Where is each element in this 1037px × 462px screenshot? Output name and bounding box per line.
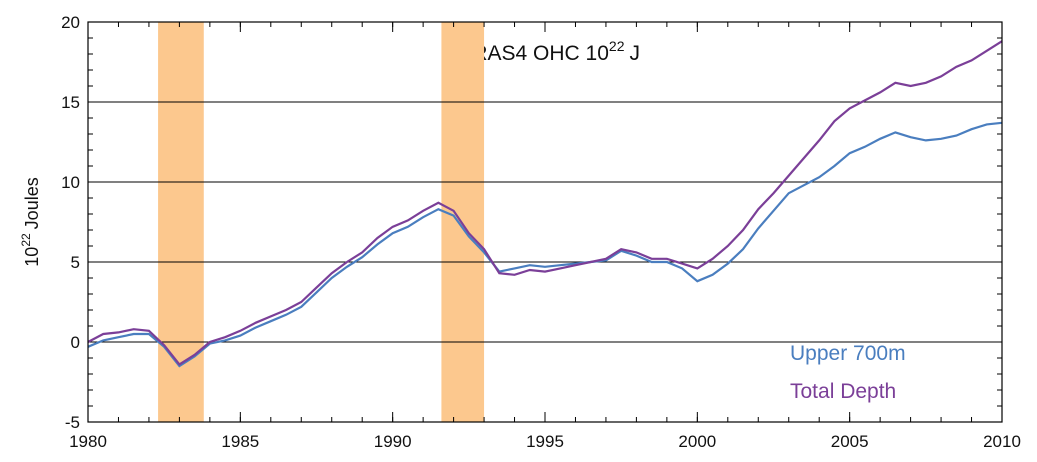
y-tick-label: 15	[61, 93, 80, 112]
y-label-text: 10	[22, 247, 42, 267]
y-tick-label: 5	[71, 253, 80, 272]
x-tick-label: 2000	[678, 432, 716, 451]
title-sup: 22	[609, 38, 625, 54]
title-unit: J	[629, 42, 640, 65]
series-line	[87, 121, 1003, 368]
x-tick-label: 1990	[374, 432, 412, 451]
y-axis-label: 1022 Joules	[19, 177, 42, 266]
x-tick-label: 1980	[69, 432, 107, 451]
plot-frame	[87, 21, 1003, 423]
x-tick-label: 2010	[983, 432, 1021, 451]
legend-entry: Total Depth	[790, 380, 896, 403]
x-tick-label: 2005	[831, 432, 869, 451]
y-label-unit: Joules	[22, 177, 42, 229]
y-tick-label: -5	[65, 413, 80, 432]
y-tick-label: 20	[61, 13, 80, 32]
series-line	[87, 40, 1003, 366]
x-tick-label: 1995	[526, 432, 564, 451]
shaded-span	[158, 22, 204, 422]
shaded-span	[441, 22, 485, 422]
chart-title: ORAS4 OHC 1022 J	[456, 38, 640, 65]
x-tick-label: 1985	[221, 432, 259, 451]
y-tick-label: 10	[61, 173, 80, 192]
y-label-sup: 22	[19, 233, 33, 247]
y-tick-label: 0	[71, 333, 80, 352]
legend-entry: Upper 700m	[790, 342, 906, 365]
title-text: ORAS4 OHC 10	[456, 42, 609, 65]
